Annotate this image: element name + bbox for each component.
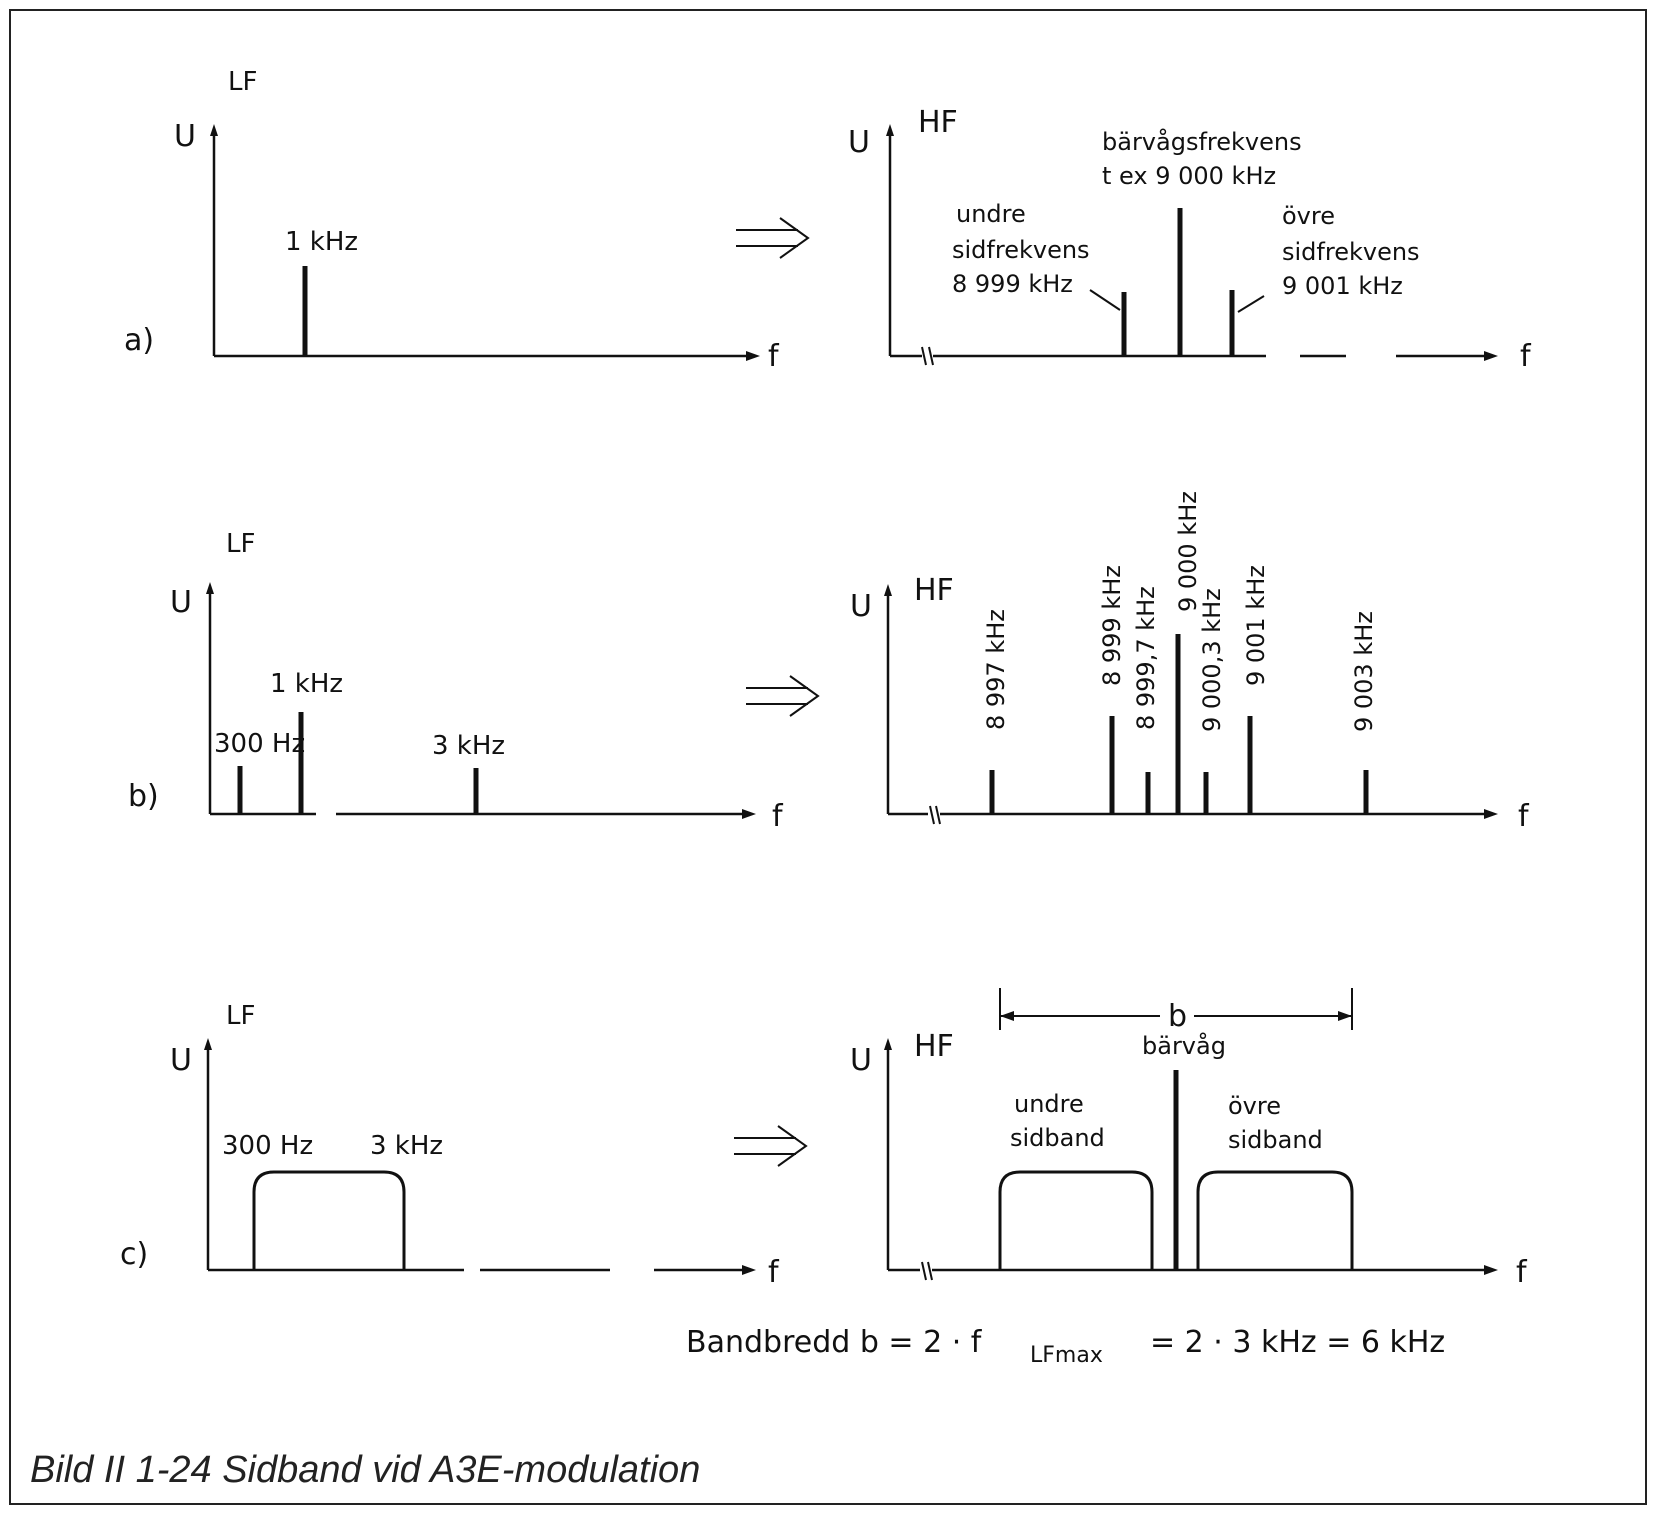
row-marker: c) (120, 1237, 148, 1272)
amplitude-axis-label: U (170, 585, 192, 620)
lf-label: LF (228, 67, 257, 97)
lower-label-leader (1089, 289, 1121, 311)
frequency-axis-arrow (1484, 809, 1498, 819)
lower-sideband (998, 1170, 1154, 1270)
amplitude-axis-arrow (886, 124, 894, 136)
row-a: LF U f 1 kHz a) HF U (124, 67, 1532, 374)
row-a-lf-panel: LF U f 1 kHz a) (124, 67, 780, 374)
freq-label: 9 001 kHz (1242, 565, 1270, 686)
bandwidth-formula: Bandbredd b = 2 · f LFmax = 2 · 3 kHz = … (686, 1325, 1445, 1368)
lf-line-label: 1 kHz (270, 669, 343, 699)
row-marker: b) (128, 779, 159, 814)
amplitude-axis-arrow (884, 1038, 892, 1050)
freq-label: 9 000,3 kHz (1198, 588, 1226, 732)
axis-break-mark (921, 1261, 927, 1281)
lf-label: LF (226, 529, 255, 559)
frequency-axis-label: f (1518, 799, 1530, 834)
upper-label-line-2: sidfrekvens (1282, 238, 1420, 266)
frequency-axis-label: f (1520, 339, 1532, 374)
lower-label-line-2: sidfrekvens (952, 236, 1090, 264)
frequency-axis-label: f (768, 339, 780, 374)
figure-caption: Bild II 1-24 Sidband vid A3E-modulation (30, 1449, 700, 1491)
frequency-axis-label: f (768, 1255, 780, 1290)
carrier-label: bärvåg (1142, 1031, 1226, 1060)
axis-break-mark (927, 1261, 933, 1281)
frequency-axis-arrow (1484, 1265, 1498, 1275)
row-b-lf-panel: LF U f 300 Hz 1 kHz 3 kHz b) (128, 529, 784, 834)
frequency-axis-arrow (742, 809, 756, 819)
axis-break-mark (929, 805, 935, 825)
figure-frame (9, 9, 1647, 1505)
amplitude-axis-arrow (210, 124, 218, 136)
row-c: LF U f 300 Hz 3 kHz c) HF U (120, 988, 1528, 1290)
lf-band (252, 1170, 406, 1270)
upper-label-line-1: övre (1282, 202, 1335, 230)
bandwidth-arrow-left (1000, 1011, 1014, 1021)
row-b-conversion-arrow (746, 675, 820, 717)
bandwidth-symbol: b (1168, 999, 1187, 1034)
lf-line-label: 3 kHz (432, 731, 505, 761)
amplitude-axis-arrow (204, 1038, 212, 1050)
amplitude-axis-label: U (174, 119, 196, 154)
lower-band-label-line-1: undre (1014, 1090, 1084, 1118)
lf-band-high-label: 3 kHz (370, 1131, 443, 1161)
upper-label-line-3: 9 001 kHz (1282, 272, 1403, 300)
axis-break-mark (928, 346, 934, 366)
freq-label: 9 003 kHz (1350, 611, 1378, 732)
axis-break-mark (935, 805, 941, 825)
amplitude-axis-arrow (206, 582, 214, 594)
row-c-lf-panel: LF U f 300 Hz 3 kHz c) (120, 1001, 780, 1290)
bandwidth-arrow-right (1338, 1011, 1352, 1021)
amplitude-axis-label: U (850, 589, 872, 624)
row-c-hf-panel: HF U f b bärvåg undre sidband övre si (850, 988, 1528, 1290)
lf-band-low-label: 300 Hz (222, 1131, 313, 1161)
row-a-hf-panel: HF U f bärvågsfrekvens t ex 9 000 kHz un… (848, 105, 1532, 374)
formula-subscript: LFmax (1030, 1343, 1103, 1368)
formula-suffix: = 2 · 3 kHz = 6 kHz (1150, 1325, 1445, 1360)
frequency-axis-label: f (772, 799, 784, 834)
freq-label: 9 000 kHz (1174, 491, 1202, 612)
formula-prefix: Bandbredd b = 2 · f (686, 1325, 983, 1360)
amplitude-axis-label: U (850, 1043, 872, 1078)
lower-label-line-1: undre (956, 200, 1026, 228)
lf-label: LF (226, 1001, 255, 1031)
amplitude-axis-arrow (884, 584, 892, 596)
row-a-conversion-arrow (736, 217, 810, 259)
upper-band-label-line-2: sidband (1228, 1126, 1323, 1154)
upper-band-label-line-1: övre (1228, 1092, 1281, 1120)
lf-line-label: 1 kHz (285, 227, 358, 257)
lower-band-label-line-2: sidband (1010, 1124, 1105, 1152)
freq-label: 8 999,7 kHz (1132, 586, 1160, 730)
frequency-axis-arrow (1484, 351, 1498, 361)
upper-sideband (1196, 1170, 1354, 1270)
frequency-axis-arrow (746, 351, 760, 361)
freq-label: 8 997 kHz (982, 609, 1010, 730)
row-c-conversion-arrow (734, 1125, 808, 1167)
lower-label-line-3: 8 999 kHz (952, 270, 1073, 298)
freq-label: 8 999 kHz (1098, 565, 1126, 686)
axis-break-mark (921, 346, 927, 366)
carrier-label-line-1: bärvågsfrekvens (1102, 127, 1302, 156)
amplitude-axis-label: U (848, 125, 870, 160)
amplitude-axis-label: U (170, 1043, 192, 1078)
hf-label: HF (918, 105, 958, 140)
row-marker: a) (124, 323, 154, 358)
lf-line-label: 300 Hz (214, 729, 305, 759)
carrier-label-line-2: t ex 9 000 kHz (1102, 162, 1276, 190)
hf-label: HF (914, 573, 954, 608)
frequency-axis-label: f (1516, 1255, 1528, 1290)
upper-label-leader (1237, 295, 1265, 313)
row-b-hf-panel: HF U f 8 997 kHz 8 999 kHz 8 999,7 kHz 9… (850, 491, 1530, 834)
row-b: LF U f 300 Hz 1 kHz 3 kHz b) HF U (128, 491, 1530, 834)
frequency-axis-arrow (742, 1265, 756, 1275)
hf-label: HF (914, 1029, 954, 1064)
